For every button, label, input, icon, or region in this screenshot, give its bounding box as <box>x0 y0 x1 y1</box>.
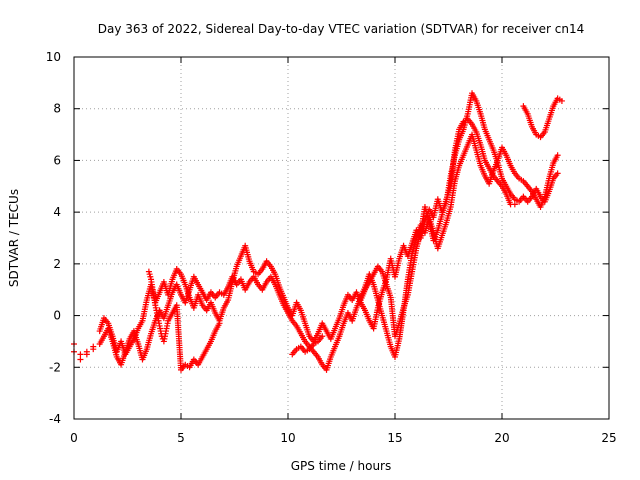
y-tick-label: -4 <box>49 412 61 426</box>
y-tick-label: 6 <box>53 153 61 167</box>
y-tick-label: 8 <box>53 102 61 116</box>
x-tick-label: 20 <box>494 431 509 445</box>
data-point-marker <box>511 201 518 208</box>
data-point-marker <box>554 152 561 159</box>
data-point-marker <box>554 170 561 177</box>
data-point-marker <box>319 333 326 340</box>
data-points <box>71 90 565 373</box>
x-axis-label: GPS time / hours <box>291 459 392 473</box>
y-axis-label: SDTVAR / TECUs <box>7 189 21 287</box>
gridlines <box>74 57 609 419</box>
y-tick-label: 0 <box>53 309 61 323</box>
y-tick-label: 2 <box>53 257 61 271</box>
plot-frame <box>73 56 610 420</box>
data-point-marker <box>77 351 84 358</box>
chart-title: Day 363 of 2022, Sidereal Day-to-day VTE… <box>98 22 585 36</box>
x-tick-label: 10 <box>280 431 295 445</box>
x-tick-label: 0 <box>70 431 78 445</box>
y-tick-label: 10 <box>46 50 61 64</box>
data-point-marker <box>216 320 223 327</box>
y-tick-label: -2 <box>49 360 61 374</box>
data-point-marker <box>83 351 90 358</box>
data-point-marker <box>558 97 565 104</box>
axis-ticks: 0 5 10 15 20 25 -4 -2 0 2 4 6 8 10 <box>46 50 617 445</box>
x-tick-label: 25 <box>601 431 616 445</box>
y-tick-label: 4 <box>53 205 61 219</box>
x-tick-label: 5 <box>177 431 185 445</box>
x-tick-label: 15 <box>387 431 402 445</box>
data-point-marker <box>90 346 97 353</box>
data-point-marker <box>77 356 84 363</box>
